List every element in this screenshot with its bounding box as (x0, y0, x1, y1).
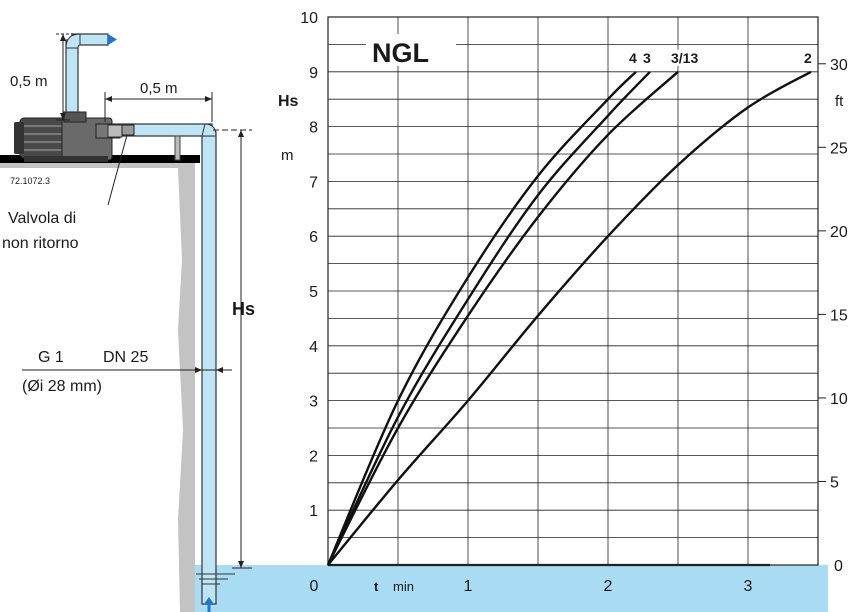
y2-tick-label: 5 (830, 474, 839, 491)
discharge-elbow-fill (65, 33, 81, 49)
y-tick-label: 5 (309, 284, 318, 301)
outflow-arrow (108, 34, 117, 45)
curve-4 (326, 70, 637, 566)
y-tick-label: 6 (309, 229, 318, 246)
y-tick-label: 7 (309, 174, 318, 191)
series-label-bg (668, 49, 710, 66)
hs-dimension-label: Hs (232, 299, 255, 319)
pipe-thread-label: G 1 (38, 349, 64, 366)
y2-axis-label: ft (835, 93, 844, 110)
pipe-support (174, 135, 181, 161)
x-axis-label: t (374, 579, 379, 594)
y-tick-label: 4 (309, 339, 318, 356)
inlet-arrow (204, 597, 214, 604)
valve-label-line2: non ritorno (2, 235, 79, 252)
y-tick-label: 9 (309, 65, 318, 82)
y2-tick-label: 15 (830, 307, 848, 324)
dim-horizontal (104, 92, 213, 122)
y2-tick-label: 20 (830, 224, 848, 241)
chart-curves (326, 70, 812, 566)
y2-tick-label: 25 (830, 140, 848, 157)
dim-hs (213, 129, 252, 569)
suction-pipe (201, 131, 217, 605)
y-axis-label: Hs (278, 93, 299, 110)
y2-tick-label: 0 (834, 558, 843, 575)
water-reservoir (195, 565, 828, 612)
valve-leader (107, 134, 128, 206)
pump (14, 111, 123, 162)
series-label: 3/13 (671, 50, 698, 66)
vertical-offset-label: 0,5 m (10, 73, 48, 90)
curve-3 (326, 70, 651, 566)
series-label-bg (801, 49, 816, 66)
chart-axes (327, 16, 819, 567)
y2-tick-label: 30 (830, 57, 848, 74)
chart-title-bg (366, 34, 456, 66)
x-tick-label: 3 (744, 578, 753, 595)
pipe-elbow (201, 123, 217, 137)
series-label: 3 (643, 50, 651, 66)
inlet-arrow-shaft (207, 603, 211, 612)
y-tick-label: 8 (309, 120, 318, 137)
discharge-pipe (65, 39, 79, 121)
x-tick-label: 1 (464, 578, 473, 595)
y-tick-label: 10 (300, 10, 318, 27)
y-tick-label: 3 (309, 394, 318, 411)
series-label: 2 (804, 50, 812, 66)
y-axis-unit: m (281, 147, 294, 164)
pipe-inner-label: (Øi 28 mm) (22, 378, 102, 395)
valve-label-line1: Valvola di (8, 210, 76, 227)
y-tick-label: 2 (309, 448, 318, 465)
drawing-code: 72.1072.3 (10, 176, 50, 186)
chart-grid (328, 17, 818, 565)
check-valve (121, 124, 135, 136)
horizontal-offset-label: 0,5 m (140, 80, 178, 97)
series-label-bg (626, 49, 641, 66)
x-axis-unit: min (393, 579, 414, 594)
curve-3-13 (326, 70, 679, 566)
installation-diagram: 0,5 m 0,5 m 72.1072.3 Valvola di non rit… (0, 33, 828, 612)
y-tick-label: 1 (309, 503, 318, 520)
x-tick-label: 0 (310, 578, 319, 595)
x-tick-label: 2 (604, 578, 613, 595)
water-level-mark (196, 573, 235, 585)
pipe-dn-label: DN 25 (103, 349, 148, 366)
y2-tick-label: 10 (830, 391, 848, 408)
chart-title: NGL (372, 38, 429, 68)
curve-2 (327, 70, 812, 566)
series-label-bg (640, 49, 655, 66)
series-label: 4 (629, 50, 637, 66)
chart-series-labels: 4 3 3/13 2 (626, 49, 816, 66)
